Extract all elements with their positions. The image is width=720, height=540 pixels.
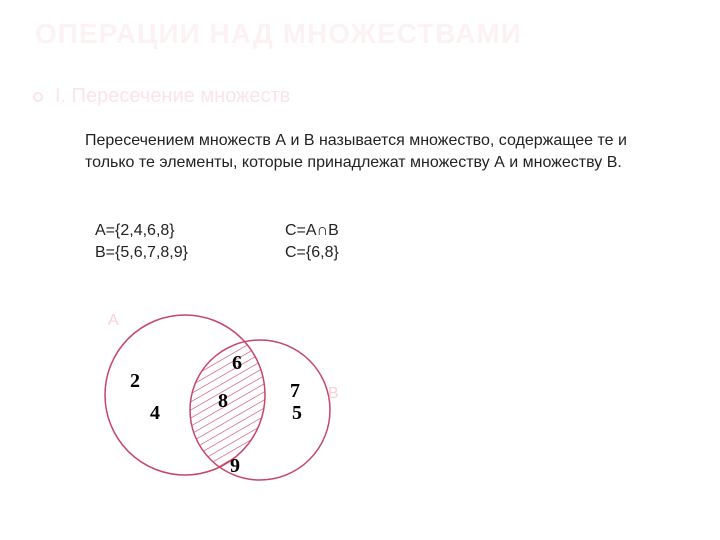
sets-right: С=А∩В С={6,8}	[285, 220, 339, 263]
set-b-def: В={5,6,7,8,9}	[95, 242, 188, 264]
venn-number: 2	[130, 370, 140, 393]
set-c-formula: С=А∩В	[285, 220, 339, 242]
venn-label-a: А	[108, 312, 119, 330]
bullet-icon	[33, 92, 43, 102]
page-title: ОПЕРАЦИИ НАД МНОЖЕСТВАМИ	[35, 18, 690, 50]
subtitle: I. Пересечение множеств	[55, 85, 290, 108]
venn-diagram: А В 24 68 9 75	[90, 290, 370, 510]
venn-number: 8	[218, 390, 228, 413]
venn-number: 5	[292, 402, 302, 425]
venn-number: 6	[232, 352, 242, 375]
venn-label-b: В	[328, 385, 339, 403]
definition-text: Пересечением множеств А и В называется м…	[85, 130, 645, 173]
venn-number: 4	[150, 402, 160, 425]
sets-left: А={2,4,6,8} В={5,6,7,8,9}	[95, 220, 188, 263]
subtitle-row: I. Пересечение множеств	[33, 85, 290, 108]
set-c-def: С={6,8}	[285, 242, 339, 264]
set-a-def: А={2,4,6,8}	[95, 220, 188, 242]
venn-number: 7	[290, 380, 300, 403]
venn-number: 9	[230, 455, 240, 478]
